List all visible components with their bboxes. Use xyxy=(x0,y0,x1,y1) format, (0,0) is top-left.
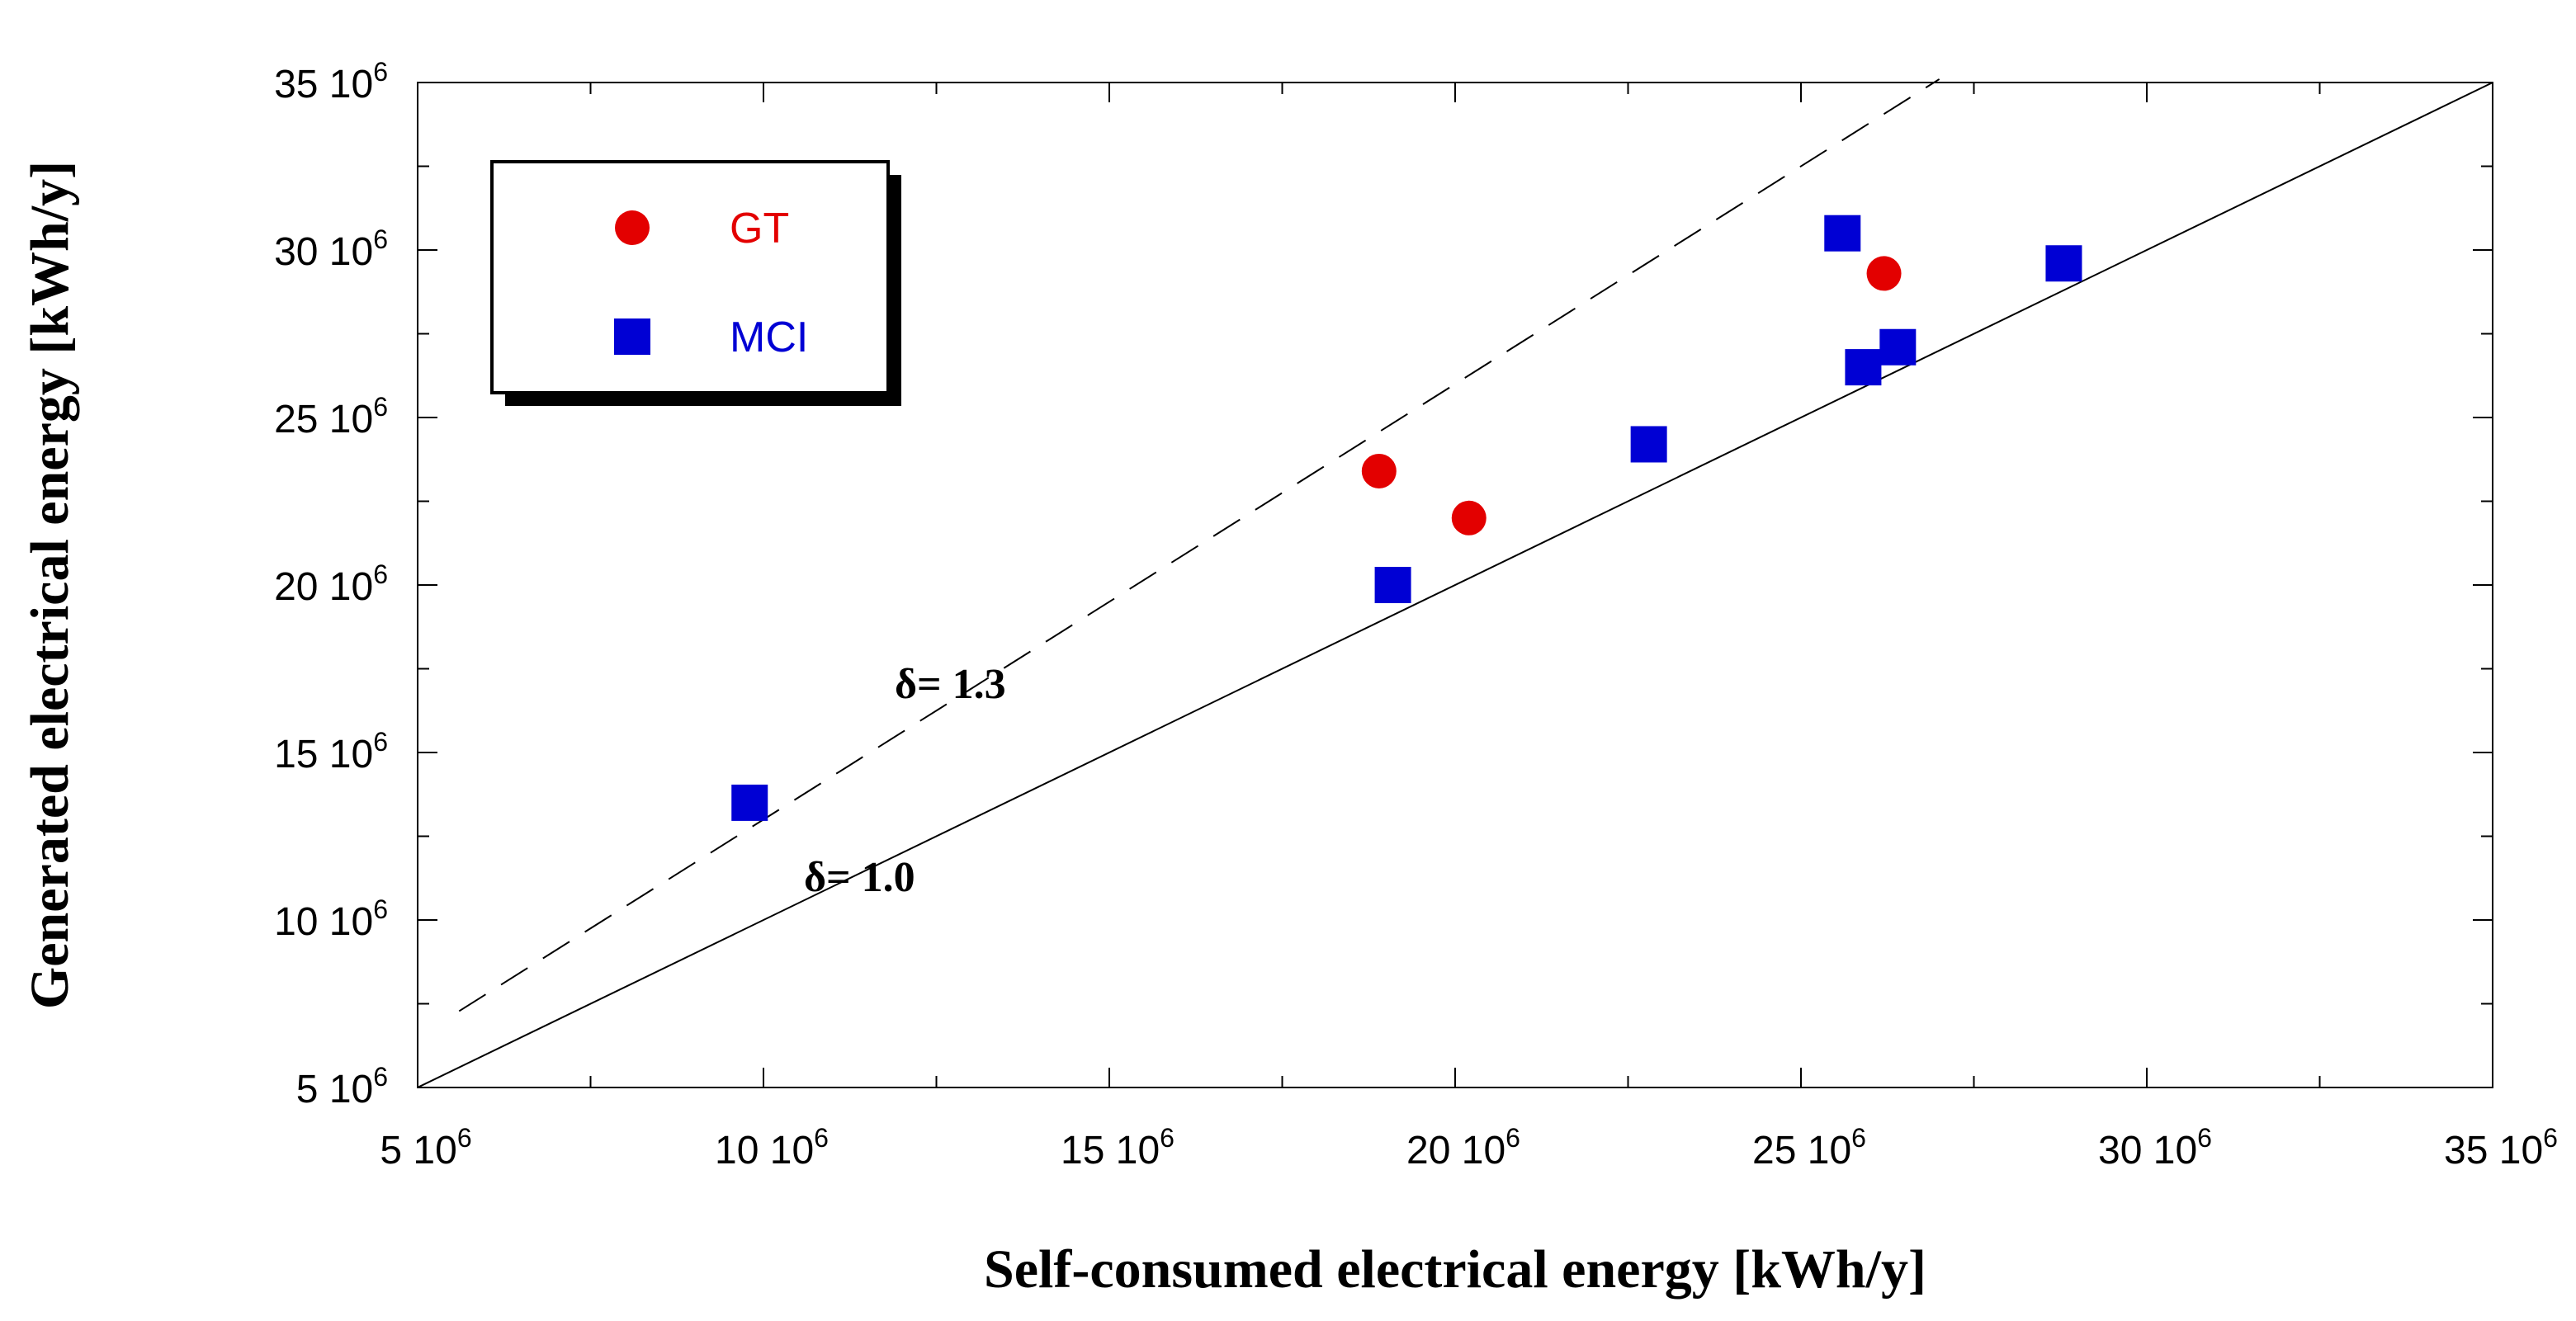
legend-label-mci: MCI xyxy=(730,314,808,361)
data-point-mci xyxy=(1374,567,1411,603)
legend-box xyxy=(490,160,890,394)
x-tick-label: 30 106 xyxy=(2098,1123,2212,1172)
data-point-mci xyxy=(1824,215,1861,252)
reference-line-label: δ= 1.3 xyxy=(895,661,1006,708)
data-point-gt xyxy=(1361,453,1397,488)
x-tick-label: 10 106 xyxy=(715,1123,829,1172)
x-tick-label: 35 106 xyxy=(2444,1123,2558,1172)
y-axis-title: Generated electrical energy [kWh/y] xyxy=(20,161,80,1009)
legend: GT MCI xyxy=(490,160,901,406)
x-tick-label: 15 106 xyxy=(1061,1123,1175,1172)
y-tick-label: 10 106 xyxy=(274,894,388,944)
data-point-mci xyxy=(731,784,768,821)
legend-label-gt: GT xyxy=(730,205,789,252)
legend-marker-gt xyxy=(615,210,650,245)
data-point-mci xyxy=(1630,426,1667,463)
data-point-mci xyxy=(1879,328,1917,366)
data-points xyxy=(731,215,2082,821)
reference-line-label: δ= 1.0 xyxy=(804,854,915,901)
y-tick-label: 25 106 xyxy=(274,392,388,441)
ratio-line-1-0 xyxy=(417,82,2493,1088)
x-tick-label: 20 106 xyxy=(1406,1123,1520,1172)
data-point-gt xyxy=(1866,256,1902,291)
x-tick-label: 5 106 xyxy=(380,1123,471,1172)
y-tick-label: 30 106 xyxy=(274,224,388,274)
axis-ticks xyxy=(417,82,2493,1088)
ratio-line-1-3 xyxy=(458,78,1940,1012)
y-tick-label: 20 106 xyxy=(274,559,388,609)
legend-marker-mci xyxy=(614,318,650,355)
data-point-mci xyxy=(2045,245,2082,282)
reference-lines: δ= 1.0 δ= 1.3 xyxy=(417,78,2493,1088)
x-axis-title: Self-consumed electrical energy [kWh/y] xyxy=(984,1239,1926,1300)
data-point-mci xyxy=(1845,349,1882,386)
axis-tick-labels: 5 106 10 106 15 106 20 106 25 106 30 106 35 10… xyxy=(274,57,2558,1172)
y-tick-label: 5 106 xyxy=(296,1062,388,1111)
y-tick-label: 15 106 xyxy=(274,727,388,776)
y-tick-label: 35 106 xyxy=(274,57,388,106)
data-point-gt xyxy=(1451,500,1487,535)
x-tick-label: 25 106 xyxy=(1752,1123,1866,1172)
